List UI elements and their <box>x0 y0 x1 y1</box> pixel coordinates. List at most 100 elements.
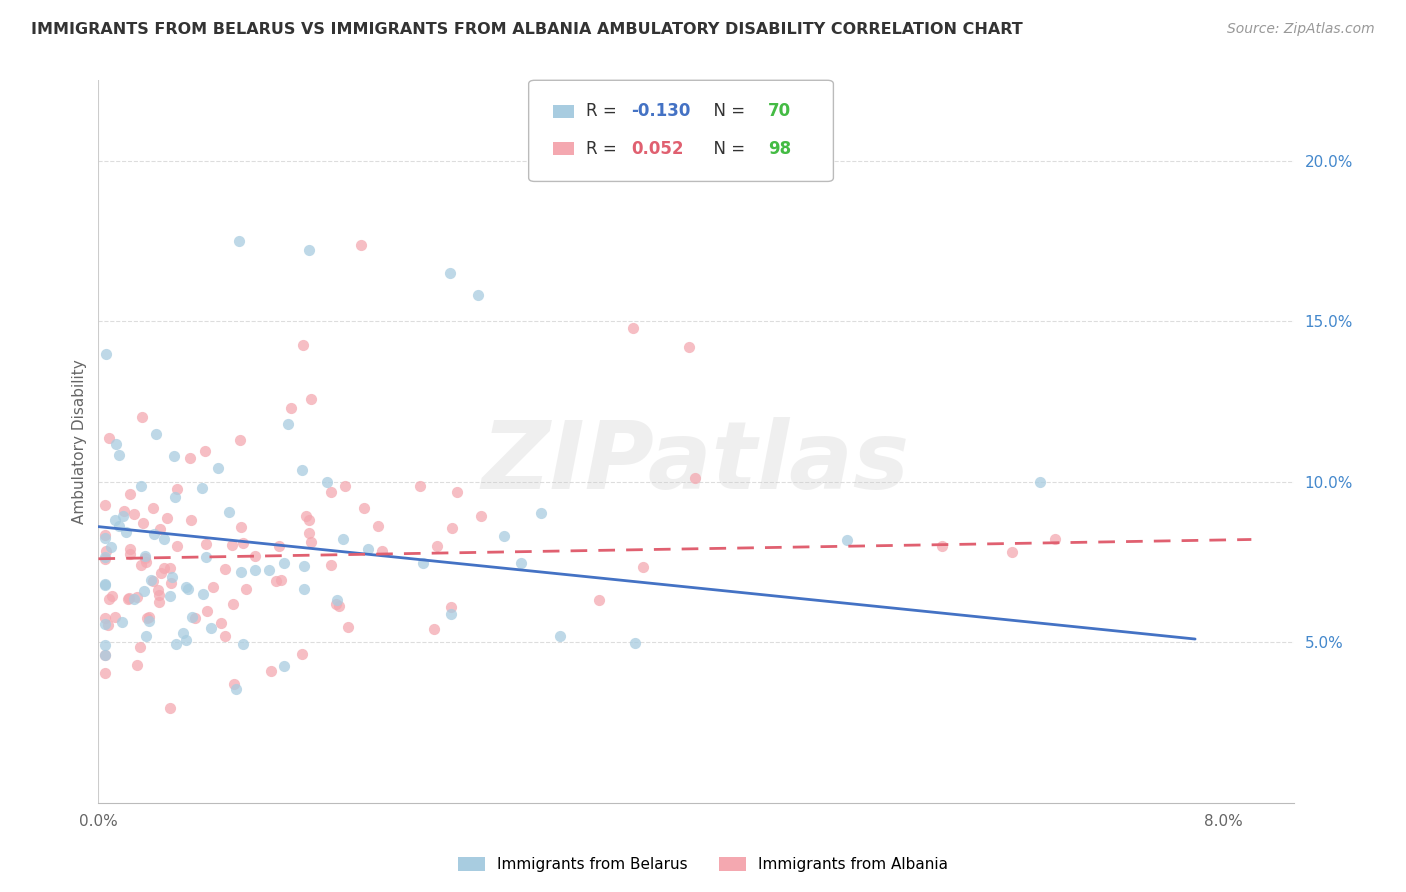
Point <box>172 625 194 640</box>
Point <box>111 615 134 629</box>
Point <box>104 513 127 527</box>
Point <box>143 527 166 541</box>
Point <box>160 570 183 584</box>
Point <box>134 549 156 563</box>
Point <box>621 320 644 334</box>
Point <box>96 347 118 361</box>
Point <box>470 509 492 524</box>
Point <box>124 507 146 521</box>
Point <box>229 565 252 579</box>
Point <box>530 506 553 520</box>
Point <box>108 519 131 533</box>
Text: IMMIGRANTS FROM BELARUS VS IMMIGRANTS FROM ALBANIA AMBULATORY DISABILITY CORRELA: IMMIGRANTS FROM BELARUS VS IMMIGRANTS FR… <box>31 22 1022 37</box>
Point <box>148 588 170 602</box>
Point <box>298 525 321 540</box>
Point <box>149 523 172 537</box>
Point <box>176 632 198 647</box>
Point <box>163 449 186 463</box>
Point <box>222 677 245 691</box>
Point <box>94 577 117 591</box>
Point <box>257 563 280 577</box>
Point <box>94 578 117 592</box>
Point <box>138 609 160 624</box>
Point <box>333 479 356 493</box>
Point <box>194 444 217 458</box>
Point <box>153 561 176 575</box>
Point <box>139 573 162 587</box>
Point <box>149 566 172 580</box>
Point <box>1029 475 1052 489</box>
Point <box>350 238 373 252</box>
Point <box>100 541 122 555</box>
Point <box>195 604 218 618</box>
Point <box>174 580 197 594</box>
Point <box>108 448 131 462</box>
Point <box>94 648 117 663</box>
Point <box>135 611 157 625</box>
Point <box>292 582 315 597</box>
Point <box>94 638 117 652</box>
FancyBboxPatch shape <box>553 105 574 118</box>
Point <box>127 591 149 605</box>
FancyBboxPatch shape <box>529 80 834 181</box>
Point <box>270 574 292 588</box>
Point <box>135 555 157 569</box>
Point <box>440 607 463 621</box>
Point <box>131 479 153 493</box>
Point <box>134 551 156 566</box>
Point <box>94 648 117 663</box>
Point <box>101 589 124 603</box>
Point <box>260 665 283 679</box>
Point <box>325 597 347 611</box>
Point <box>97 618 120 632</box>
Text: Source: ZipAtlas.com: Source: ZipAtlas.com <box>1227 22 1375 37</box>
Point <box>214 562 236 576</box>
Point <box>297 513 319 527</box>
Point <box>156 510 179 524</box>
Point <box>319 558 342 572</box>
Point <box>131 410 153 425</box>
Point <box>179 451 201 466</box>
Point <box>153 532 176 546</box>
Point <box>98 591 121 606</box>
Point <box>298 244 321 258</box>
Point <box>225 681 247 696</box>
Point <box>550 629 572 643</box>
Point <box>222 597 245 611</box>
Y-axis label: Ambulatory Disability: Ambulatory Disability <box>72 359 87 524</box>
Point <box>120 487 142 501</box>
Point <box>94 550 117 565</box>
Point <box>325 593 347 607</box>
Text: ZIPatlas: ZIPatlas <box>482 417 910 509</box>
Point <box>163 490 186 504</box>
Point <box>273 557 295 571</box>
Point <box>423 622 446 636</box>
Point <box>221 538 243 552</box>
Point <box>120 547 142 561</box>
Point <box>412 557 434 571</box>
Point <box>292 338 315 352</box>
Point <box>94 617 117 632</box>
Point <box>132 516 155 531</box>
Point <box>160 576 183 591</box>
Text: 0.052: 0.052 <box>631 140 683 158</box>
Point <box>273 659 295 673</box>
Point <box>367 518 389 533</box>
Point <box>194 537 217 551</box>
Point <box>214 629 236 643</box>
Point <box>409 479 432 493</box>
Point <box>104 437 127 451</box>
Text: R =: R = <box>586 140 621 158</box>
Point <box>280 401 302 415</box>
Point <box>277 417 299 431</box>
Point <box>112 503 135 517</box>
Point <box>127 657 149 672</box>
Text: R =: R = <box>586 103 621 120</box>
Point <box>166 539 188 553</box>
FancyBboxPatch shape <box>553 143 574 155</box>
Point <box>177 582 200 597</box>
Point <box>159 701 181 715</box>
Point <box>112 509 135 524</box>
Point <box>631 559 654 574</box>
Point <box>94 527 117 541</box>
